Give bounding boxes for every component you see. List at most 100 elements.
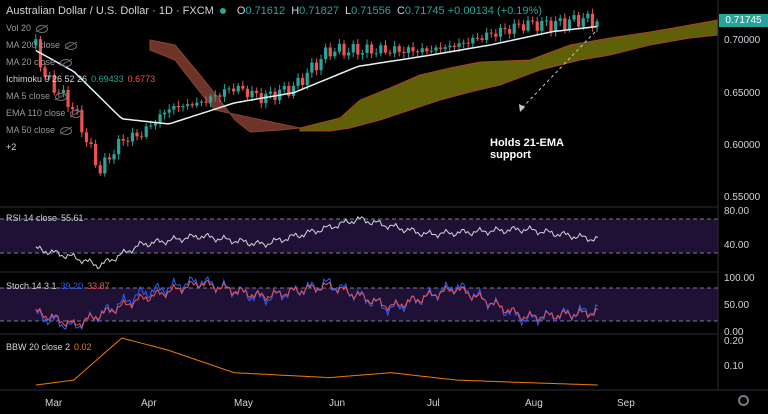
hidden-eye-icon[interactable] [65, 41, 78, 50]
bbw-legend[interactable]: BBW 20 close 2 0.02 [6, 342, 92, 352]
annotation-arrowhead [519, 104, 525, 112]
candle-body [517, 23, 521, 25]
candle-body [563, 18, 567, 30]
candle-body [71, 107, 75, 110]
candle-body [319, 59, 323, 71]
rsi-legend[interactable]: RSI 14 close 55.61 [6, 213, 84, 223]
ichimoku-cloud [149, 19, 719, 133]
candle-body [314, 62, 319, 71]
candle-body [342, 43, 346, 56]
candle-body [439, 47, 443, 49]
candle-body [282, 86, 286, 90]
stoch-d-line [35, 279, 598, 329]
hidden-eye-icon[interactable] [70, 109, 83, 118]
rsi-value: 55.61 [61, 213, 84, 223]
symbol-title[interactable]: Australian Dollar / U.S. Dollar · 1D · F… [6, 5, 214, 17]
indicator-ma200[interactable]: MA 200 close [6, 40, 78, 50]
candle-body [241, 85, 245, 89]
candle-body [163, 112, 167, 115]
annotation-line2: support [490, 149, 531, 161]
close-value: 0.71745 [404, 5, 445, 17]
candle-body [126, 140, 130, 142]
candle-body [98, 165, 102, 174]
settings-gear-icon[interactable] [738, 395, 749, 406]
candle-body [485, 32, 489, 40]
candle-body [218, 95, 222, 97]
candle-body [508, 29, 512, 34]
ema-21-line [35, 25, 597, 125]
candle-body [222, 89, 227, 97]
candle-body [176, 105, 181, 108]
candle-body [356, 43, 360, 55]
candle-body [121, 138, 125, 141]
y-tick: 40.00 [724, 240, 749, 251]
candle-body [80, 109, 84, 133]
candle-body [347, 52, 351, 56]
stoch-legend[interactable]: Stoch 14 3 1 39.20 33.87 [6, 281, 110, 291]
y-tick: 0.10 [724, 361, 744, 372]
more-indicators-button[interactable]: +2 [6, 142, 17, 152]
stoch-k-value: 39.20 [60, 281, 84, 291]
candle-body [310, 62, 314, 73]
indicator-ichimoku[interactable]: Ichimoku 9 26 52 26 0.69433 0.6773 [6, 74, 156, 84]
candle-body [232, 88, 236, 92]
bbw-value: 0.02 [74, 342, 92, 352]
hidden-eye-icon[interactable] [36, 24, 49, 33]
candle-body [287, 86, 291, 96]
hidden-eye-icon[interactable] [55, 92, 68, 101]
candle-body [521, 24, 526, 31]
rsi-line [35, 215, 598, 270]
candle-body [213, 95, 217, 97]
rsi-band [0, 219, 718, 253]
ichimoku-value-2: 0.6773 [127, 74, 156, 84]
candle-body [301, 77, 305, 86]
candle-body [153, 123, 158, 126]
y-tick: 0.55000 [724, 192, 761, 203]
y-tick: 50.00 [724, 300, 749, 311]
bbw-line [35, 337, 598, 386]
candle-body [172, 105, 176, 110]
open-label: O [236, 5, 246, 17]
candle-body [268, 91, 273, 94]
annotation-arrow [519, 31, 596, 111]
candle-body [195, 102, 199, 106]
candle-body [420, 48, 424, 53]
candle-body [457, 43, 461, 47]
indicator-ma5[interactable]: MA 5 close [6, 91, 68, 101]
indicator-ma20[interactable]: MA 20 close [6, 57, 73, 67]
candle-body [337, 43, 342, 52]
annotation-text: Holds 21-EMA support [490, 137, 580, 161]
candle-body [66, 89, 70, 108]
candle-body [471, 37, 475, 44]
candle-body [204, 101, 208, 103]
hidden-eye-icon[interactable] [60, 126, 73, 135]
candle-body [434, 47, 438, 51]
candle-body [429, 50, 434, 52]
candle-body [393, 46, 397, 54]
low-value: 0.71556 [351, 5, 391, 17]
candle-body [397, 46, 401, 52]
candle-body [149, 125, 153, 127]
indicator-ema110[interactable]: EMA 110 close [6, 108, 83, 118]
time-axis: Mar Apr May Jun Jul Aug Sep [45, 398, 635, 409]
candle-body [135, 132, 139, 137]
candle-body [475, 37, 480, 39]
candle-body [351, 43, 355, 53]
candle-body [61, 89, 66, 94]
hidden-eye-icon[interactable] [60, 58, 73, 67]
stoch-d-value: 33.87 [87, 281, 110, 291]
candle-body [103, 157, 107, 174]
candle-body [209, 96, 213, 103]
indicator-ma50[interactable]: MA 50 close [6, 125, 73, 135]
candle-body [264, 93, 268, 104]
candle-body [94, 143, 98, 166]
candle-body [416, 51, 420, 53]
candle-body [236, 85, 240, 92]
candle-body [167, 109, 171, 113]
candle-body [255, 90, 259, 94]
candle-body [324, 47, 328, 60]
candle-body [250, 90, 254, 98]
candle-body [544, 20, 549, 22]
close-label: C [396, 5, 405, 17]
indicator-vol[interactable]: Vol 20 [6, 23, 49, 33]
